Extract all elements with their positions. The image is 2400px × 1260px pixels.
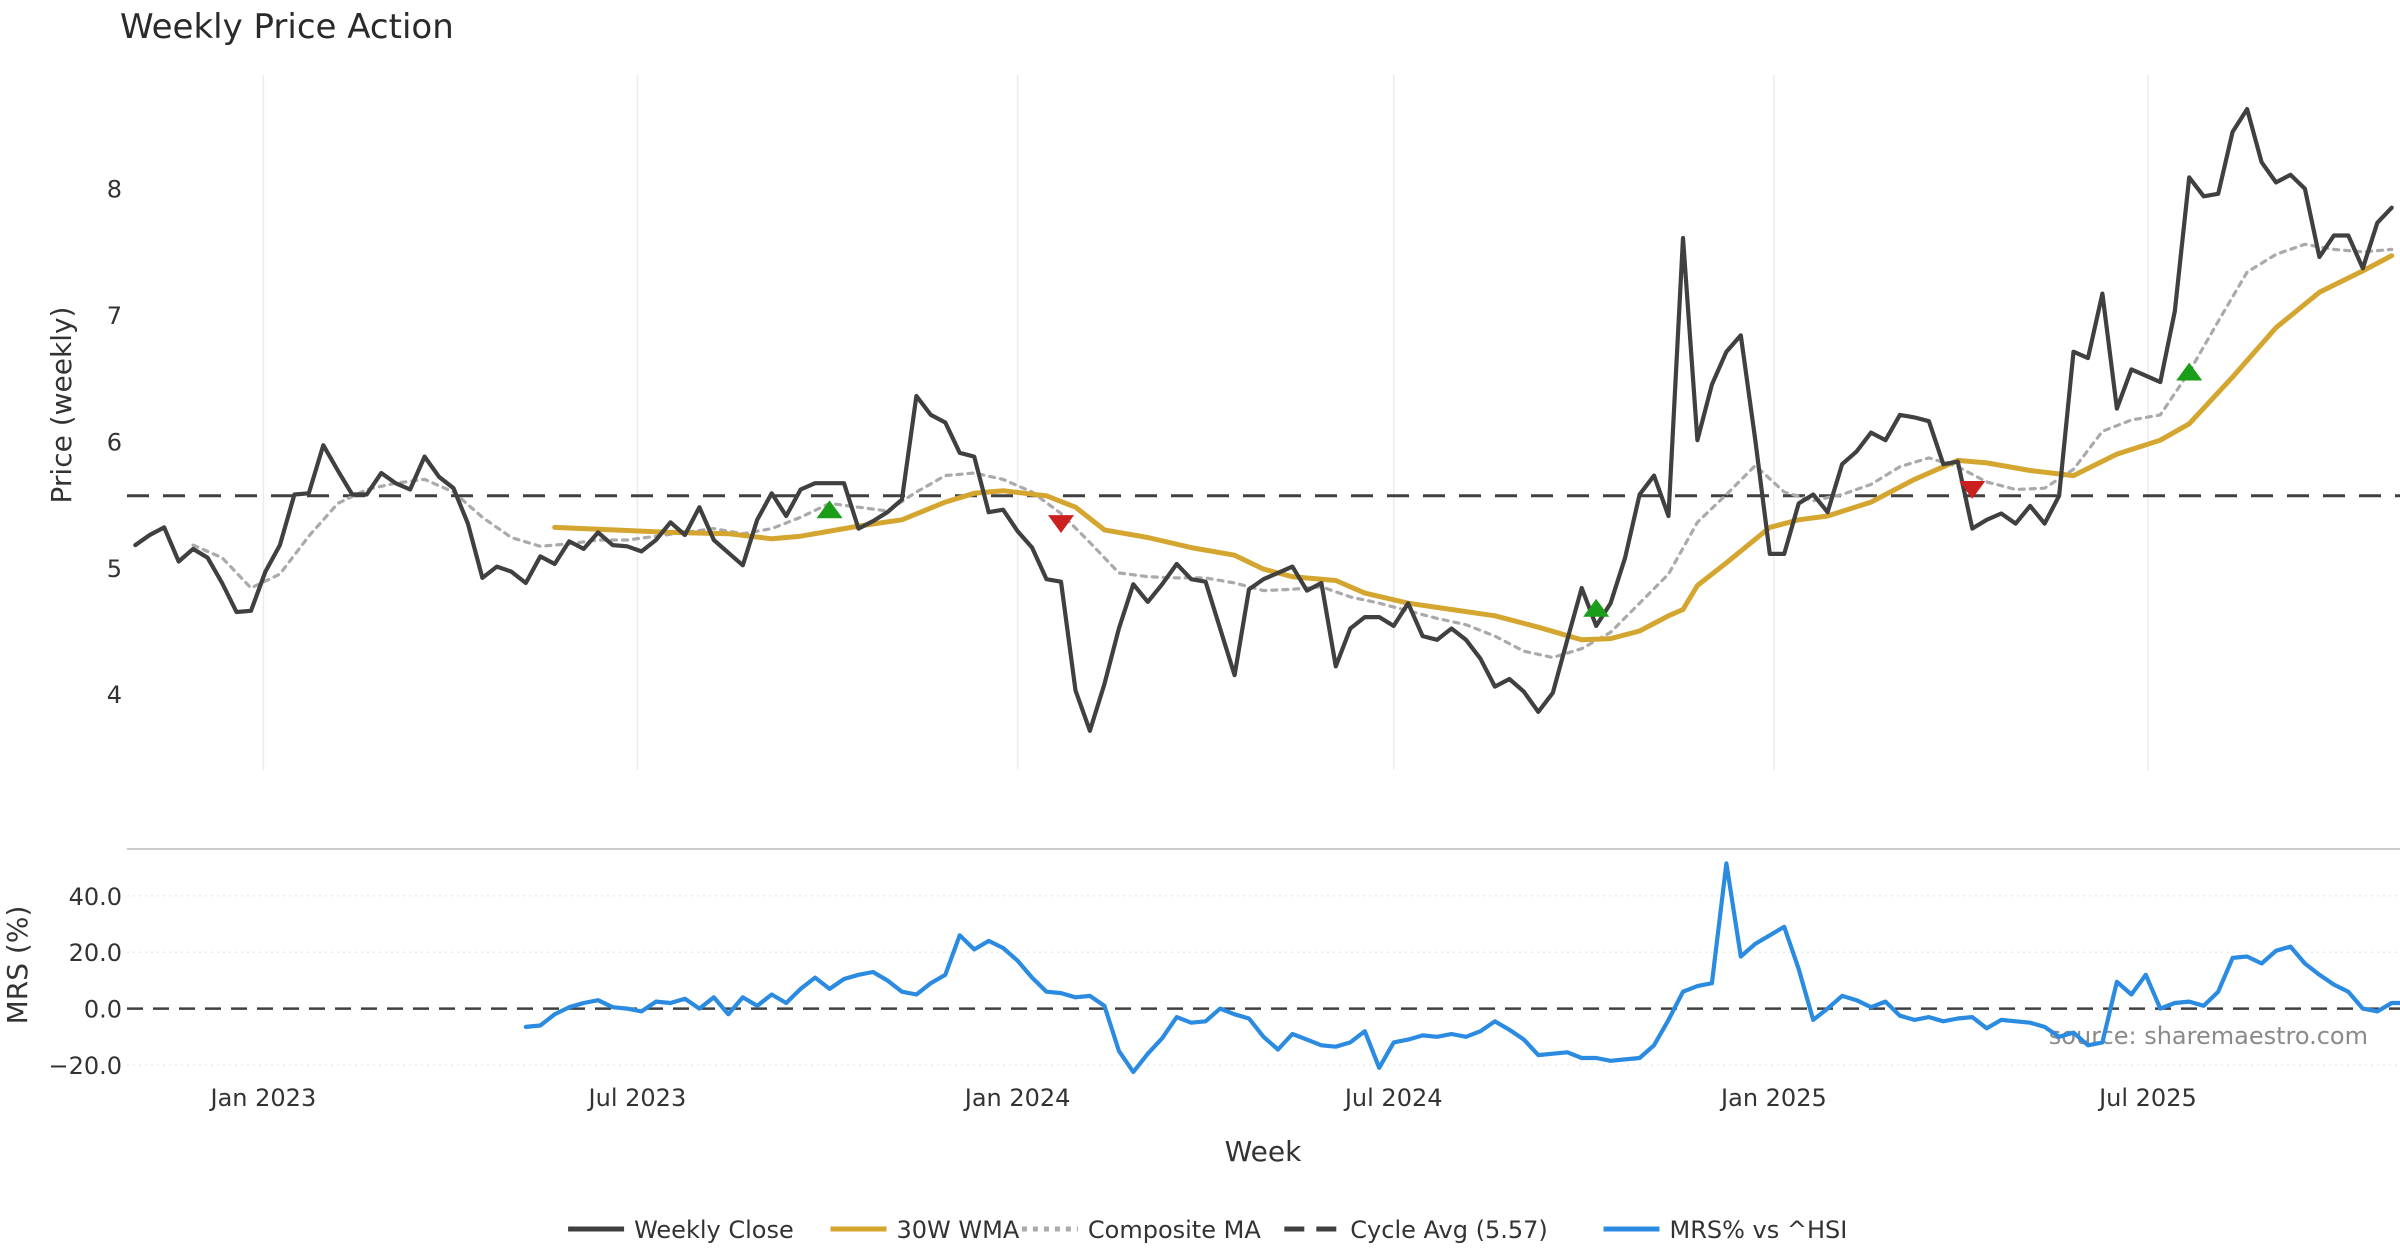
legend-label: MRS% vs ^HSI [1670,1216,1848,1244]
buy-signal-marker [2176,362,2203,381]
price-axis-title: Price (weekly) [45,307,78,504]
chart-title: Weekly Price Action [120,7,454,47]
mrs-line [523,861,2400,1075]
price-tick-label: 8 [107,176,122,204]
sell-signal-marker [1047,515,1074,533]
x-tick-label: Jan 2023 [209,1084,317,1112]
x-tick-label: Jan 2024 [963,1084,1071,1112]
price-tick-label: 4 [107,681,122,709]
weekly-close-line [133,107,2394,733]
x-tick-label: Jul 2023 [587,1084,687,1112]
x-axis-title: Week [1225,1135,1302,1168]
legend-label: Weekly Close [634,1216,794,1244]
x-tick-label: Jul 2024 [1343,1084,1443,1112]
legend-item: Composite MA [1021,1216,1261,1244]
mrs-tick-label: 0.0 [84,996,122,1024]
legend-label: Composite MA [1088,1216,1261,1244]
mrs-tick-label: 40.0 [69,883,122,911]
signal-markers [816,362,2203,617]
date-tick-labels: Jan 2023 Jul 2023 Jan 2024 Jul 2024 Jan 2025… [209,1084,2197,1112]
legend-item: Weekly Close [568,1216,794,1244]
mrs-tick-labels: −20.0 0.0 20.0 40.0 [48,883,122,1080]
legend-label: Cycle Avg (5.57) [1350,1216,1547,1244]
mrs-tick-label: −20.0 [48,1052,122,1080]
sell-signal-marker [1959,480,1986,499]
legend-item: Cycle Avg (5.57) [1284,1216,1548,1244]
legend-item: MRS% vs ^HSI [1603,1216,1848,1244]
mrs-axis-title: MRS (%) [1,906,34,1025]
buy-signal-marker [1583,598,1610,617]
mrs-tick-label: 20.0 [69,939,122,967]
legend-label: 30W WMA [897,1216,1020,1244]
source-label: source: sharemaestro.com [2049,1022,2368,1050]
x-tick-label: Jan 2025 [1719,1084,1827,1112]
price-series [127,107,2400,733]
legend: Weekly Close 30W WMA Composite MA Cycle Avg… [568,1216,1847,1244]
mrs-series [127,861,2400,1075]
mrs-gridlines [127,895,2400,1066]
buy-signal-marker [816,500,843,519]
price-tick-label: 6 [107,428,122,456]
composite-ma-line [191,242,2394,660]
30w-wma-line [552,253,2395,643]
price-tick-labels: 4 5 6 7 8 [107,176,122,709]
legend-item: 30W WMA [830,1216,1020,1244]
x-tick-label: Jul 2025 [2097,1084,2197,1112]
price-tick-label: 7 [107,302,122,330]
price-tick-label: 5 [107,555,122,583]
price-gridlines [262,75,2149,770]
